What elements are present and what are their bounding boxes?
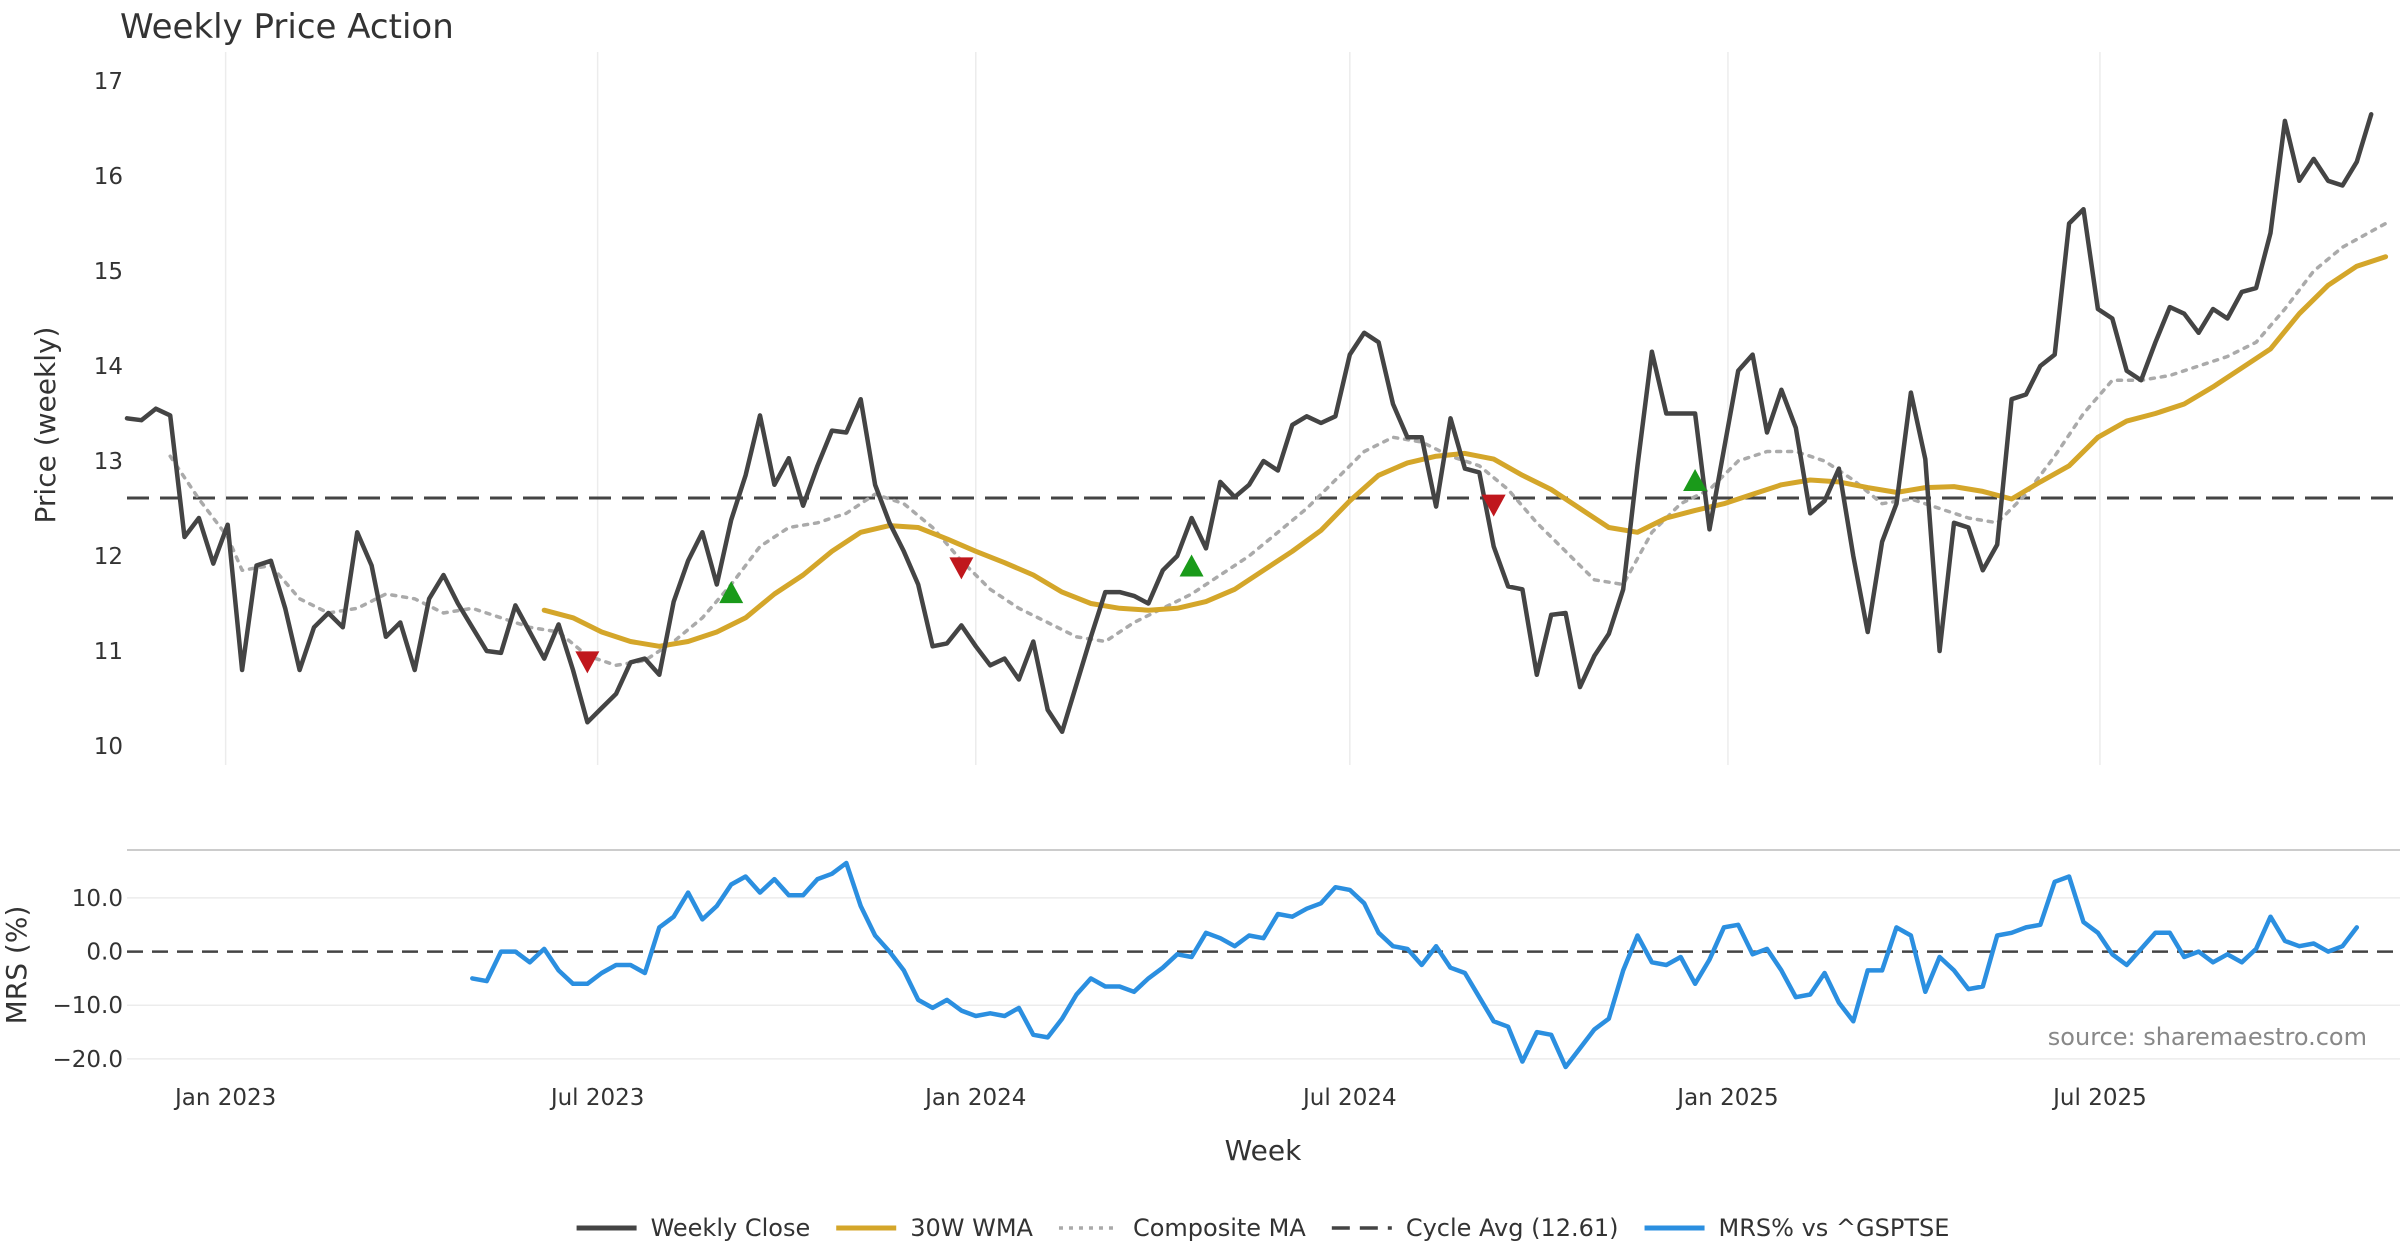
legend-item-weekly-close: Weekly Close bbox=[576, 1214, 811, 1242]
x-tick-1: Jul 2023 bbox=[549, 1085, 645, 1111]
mrs-y-tick-3: 10.0 bbox=[72, 886, 123, 912]
legend-item-mrs-vs-gsptse: MRS% vs ^GSPTSE bbox=[1644, 1214, 1950, 1242]
chart-title: Weekly Price Action bbox=[120, 7, 454, 47]
sell-signal-marker-0 bbox=[575, 651, 600, 674]
mrs-y-tick-labels: −20.0 −10.0 0.0 10.0 bbox=[53, 886, 123, 1073]
mrs-grid bbox=[127, 897, 2400, 1060]
buy-signal-marker-3 bbox=[1179, 554, 1204, 577]
source-annotation: source: sharemaestro.com bbox=[2048, 1023, 2367, 1051]
sell-signal-marker-2 bbox=[949, 557, 974, 580]
series-30w-wma bbox=[541, 254, 2389, 649]
price-y-tick-2: 12 bbox=[94, 544, 123, 570]
x-tick-2: Jan 2024 bbox=[923, 1085, 1026, 1111]
series-weekly-close bbox=[124, 112, 2374, 735]
x-tick-5: Jul 2025 bbox=[2051, 1085, 2147, 1111]
legend-item-composite-ma: Composite MA bbox=[1058, 1214, 1306, 1242]
signal-markers bbox=[575, 469, 1708, 674]
price-y-tick-5: 15 bbox=[94, 259, 123, 285]
mrs-y-axis-title: MRS (%) bbox=[0, 906, 33, 1025]
mrs-series-group bbox=[470, 860, 2360, 1070]
mrs-y-tick-0: −20.0 bbox=[53, 1047, 123, 1073]
price-panel: 10 11 12 13 14 15 16 17 Price (weekly) bbox=[29, 52, 2400, 765]
series-mrs-vs-gsptse bbox=[470, 860, 2360, 1070]
x-tick-3: Jul 2024 bbox=[1301, 1085, 1397, 1111]
price-y-tick-7: 17 bbox=[94, 69, 123, 95]
mrs-y-tick-1: −10.0 bbox=[53, 993, 123, 1019]
legend-label-cycle-avg-12-61: Cycle Avg (12.61) bbox=[1406, 1214, 1619, 1242]
price-y-tick-1: 11 bbox=[94, 639, 123, 665]
price-y-tick-0: 10 bbox=[94, 734, 123, 760]
price-grid bbox=[224, 52, 2101, 765]
price-y-tick-6: 16 bbox=[94, 164, 123, 190]
mrs-y-tick-2: 0.0 bbox=[86, 940, 123, 966]
legend: Weekly Close 30W WMA Composite MA Cycle Avg… bbox=[576, 1214, 1950, 1242]
x-tick-4: Jan 2025 bbox=[1675, 1085, 1778, 1111]
x-axis-title: Week bbox=[1225, 1134, 1302, 1167]
buy-signal-marker-5 bbox=[1683, 469, 1708, 491]
price-series-group bbox=[124, 112, 2389, 735]
legend-label-weekly-close: Weekly Close bbox=[651, 1214, 811, 1242]
price-y-axis-title: Price (weekly) bbox=[29, 327, 62, 524]
mrs-panel: −20.0 −10.0 0.0 10.0 MRS (%) source: sharem… bbox=[0, 860, 2400, 1073]
x-tick-labels: Jan 2023 Jul 2023 Jan 2024 Jul 2024 Jan 2025… bbox=[173, 1085, 2147, 1111]
legend-label-mrs-vs-gsptse: MRS% vs ^GSPTSE bbox=[1719, 1214, 1950, 1242]
price-y-tick-3: 13 bbox=[94, 449, 123, 475]
price-y-tick-labels: 10 11 12 13 14 15 16 17 bbox=[94, 69, 123, 760]
x-tick-0: Jan 2023 bbox=[173, 1085, 276, 1111]
legend-item-30w-wma: 30W WMA bbox=[836, 1214, 1034, 1242]
buy-signal-marker-1 bbox=[719, 581, 744, 604]
sell-signal-marker-4 bbox=[1481, 494, 1506, 517]
legend-label-30w-wma: 30W WMA bbox=[910, 1214, 1033, 1242]
legend-item-cycle-avg-12-61: Cycle Avg (12.61) bbox=[1331, 1214, 1619, 1242]
price-y-tick-4: 14 bbox=[94, 354, 123, 380]
legend-label-composite-ma: Composite MA bbox=[1133, 1214, 1306, 1242]
